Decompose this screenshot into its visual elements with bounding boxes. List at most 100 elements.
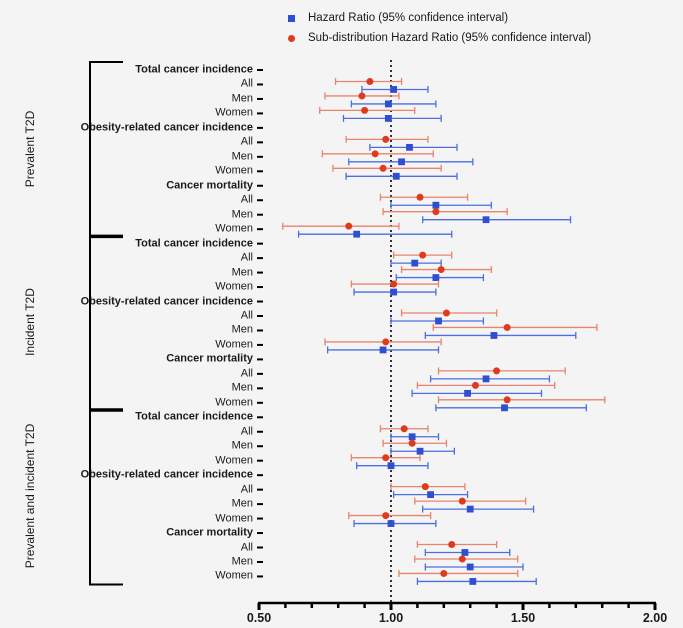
shr-estimate-row [416, 541, 498, 549]
shr-estimate-row [390, 483, 466, 491]
row-label: Women [215, 280, 253, 293]
shr-estimate-row [414, 555, 519, 563]
shr-estimate-row [319, 106, 416, 114]
circle-marker-icon [283, 34, 299, 42]
hr-estimate-row [342, 114, 442, 122]
shr-estimate-row [379, 425, 429, 433]
hr-estimate-row [416, 577, 537, 585]
shr-estimate-row [382, 208, 508, 216]
row-label: Women [215, 396, 253, 409]
legend: Hazard Ratio (95% confidence interval) S… [283, 8, 591, 48]
shr-estimate-row [334, 77, 403, 85]
shr-estimate-row [350, 454, 421, 462]
shr-estimate-row [392, 251, 453, 259]
shr-estimate-row [282, 222, 400, 230]
hr-estimate-row [390, 447, 456, 455]
shr-estimate-row [324, 338, 442, 346]
row-label: All [240, 309, 253, 322]
row-label: Women [215, 512, 253, 525]
shr-estimate-row [350, 280, 440, 288]
hr-estimate-row [361, 85, 429, 93]
section-heading-label: Obesity-related cancer incidence [80, 121, 253, 134]
row-label-column: Total cancer incidence All Men Women Obesity… [0, 0, 257, 628]
row-label: All [240, 77, 253, 90]
shr-estimate-row [332, 164, 442, 172]
row-label: Women [215, 338, 253, 351]
shr-estimate-row [416, 381, 556, 389]
shr-estimate-row [379, 193, 469, 201]
row-label: All [240, 367, 253, 380]
legend-label-subdistribution-hazard-ratio: Sub-distribution Hazard Ratio (95% confi… [308, 32, 592, 44]
hr-estimate-row [326, 346, 440, 354]
hr-estimate-row [422, 505, 535, 513]
hr-estimate-row [411, 389, 543, 397]
group-bracket [89, 234, 123, 412]
hr-estimate-row [435, 404, 588, 412]
hr-estimate-row [353, 288, 437, 296]
shr-estimate-row [432, 323, 598, 331]
row-label: Women [215, 222, 253, 235]
shr-estimate-row [437, 367, 566, 375]
shr-estimate-row [324, 92, 400, 100]
row-label: Men [231, 439, 253, 452]
shr-estimate-row [400, 266, 492, 274]
hr-estimate-row [390, 201, 492, 209]
hr-estimate-row [429, 375, 551, 383]
shr-estimate-row [382, 439, 448, 447]
hr-estimate-row [424, 563, 524, 571]
section-heading-label: Total cancer incidence [135, 410, 253, 423]
legend-item-hazard-ratio: Hazard Ratio (95% confidence interval) [283, 8, 591, 28]
row-label: Men [231, 555, 253, 568]
row-label: Women [215, 454, 253, 467]
shr-estimate-row [345, 135, 429, 143]
x-tick-label: 1.50 [510, 611, 536, 625]
shr-estimate-row [437, 396, 606, 404]
section-heading-label: Cancer mortality [166, 352, 253, 365]
section-heading-label: Obesity-related cancer incidence [80, 295, 253, 308]
row-label: Men [231, 92, 253, 105]
shr-estimate-row [348, 512, 432, 520]
x-tick-label: 0.50 [246, 611, 272, 625]
square-marker-icon [283, 14, 299, 22]
hr-estimate-row [350, 100, 437, 108]
hr-estimate-row [345, 172, 458, 180]
legend-item-subdistribution-hazard-ratio: Sub-distribution Hazard Ratio (95% confi… [283, 28, 591, 48]
group-bracket [89, 408, 123, 586]
shr-estimate-row [321, 150, 434, 158]
row-label: Women [215, 106, 253, 119]
row-label: Men [231, 381, 253, 394]
group-bracket [89, 61, 123, 239]
hr-estimate-row [424, 549, 511, 557]
row-label: Women [215, 569, 253, 582]
shr-estimate-row [414, 497, 527, 505]
row-label: Women [215, 164, 253, 177]
hr-estimate-row [353, 520, 437, 528]
hr-estimate-row [369, 143, 458, 151]
row-label: Men [231, 266, 253, 279]
hr-estimate-row [392, 491, 469, 499]
row-label: All [240, 425, 253, 438]
x-tick-label: 1.00 [378, 611, 404, 625]
legend-label-hazard-ratio: Hazard Ratio (95% confidence interval) [308, 12, 509, 24]
hr-estimate-row [424, 331, 577, 339]
hr-estimate-row [390, 259, 442, 267]
row-label: All [240, 541, 253, 553]
hr-estimate-row [390, 317, 485, 325]
row-label: Men [231, 208, 253, 221]
row-label: Men [231, 497, 253, 510]
section-heading-label: Total cancer incidence [135, 237, 253, 250]
row-label: Men [231, 323, 253, 336]
shr-estimate-row [400, 309, 498, 317]
hr-estimate-row [348, 158, 474, 166]
hr-estimate-row [390, 433, 440, 441]
section-heading-label: Total cancer incidence [135, 63, 253, 76]
row-label: All [240, 251, 253, 264]
section-heading-label: Obesity-related cancer incidence [80, 468, 253, 481]
hr-estimate-row [395, 274, 485, 282]
row-label: All [240, 135, 253, 148]
shr-estimate-row [398, 569, 519, 577]
x-tick-label: 2.00 [642, 611, 668, 625]
hr-estimate-row [422, 216, 572, 224]
row-label: All [240, 193, 253, 206]
